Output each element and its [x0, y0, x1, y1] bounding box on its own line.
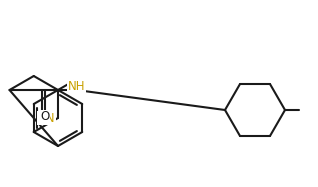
Text: HN: HN — [38, 111, 55, 125]
Text: O: O — [40, 111, 49, 123]
Text: NH: NH — [67, 80, 85, 94]
